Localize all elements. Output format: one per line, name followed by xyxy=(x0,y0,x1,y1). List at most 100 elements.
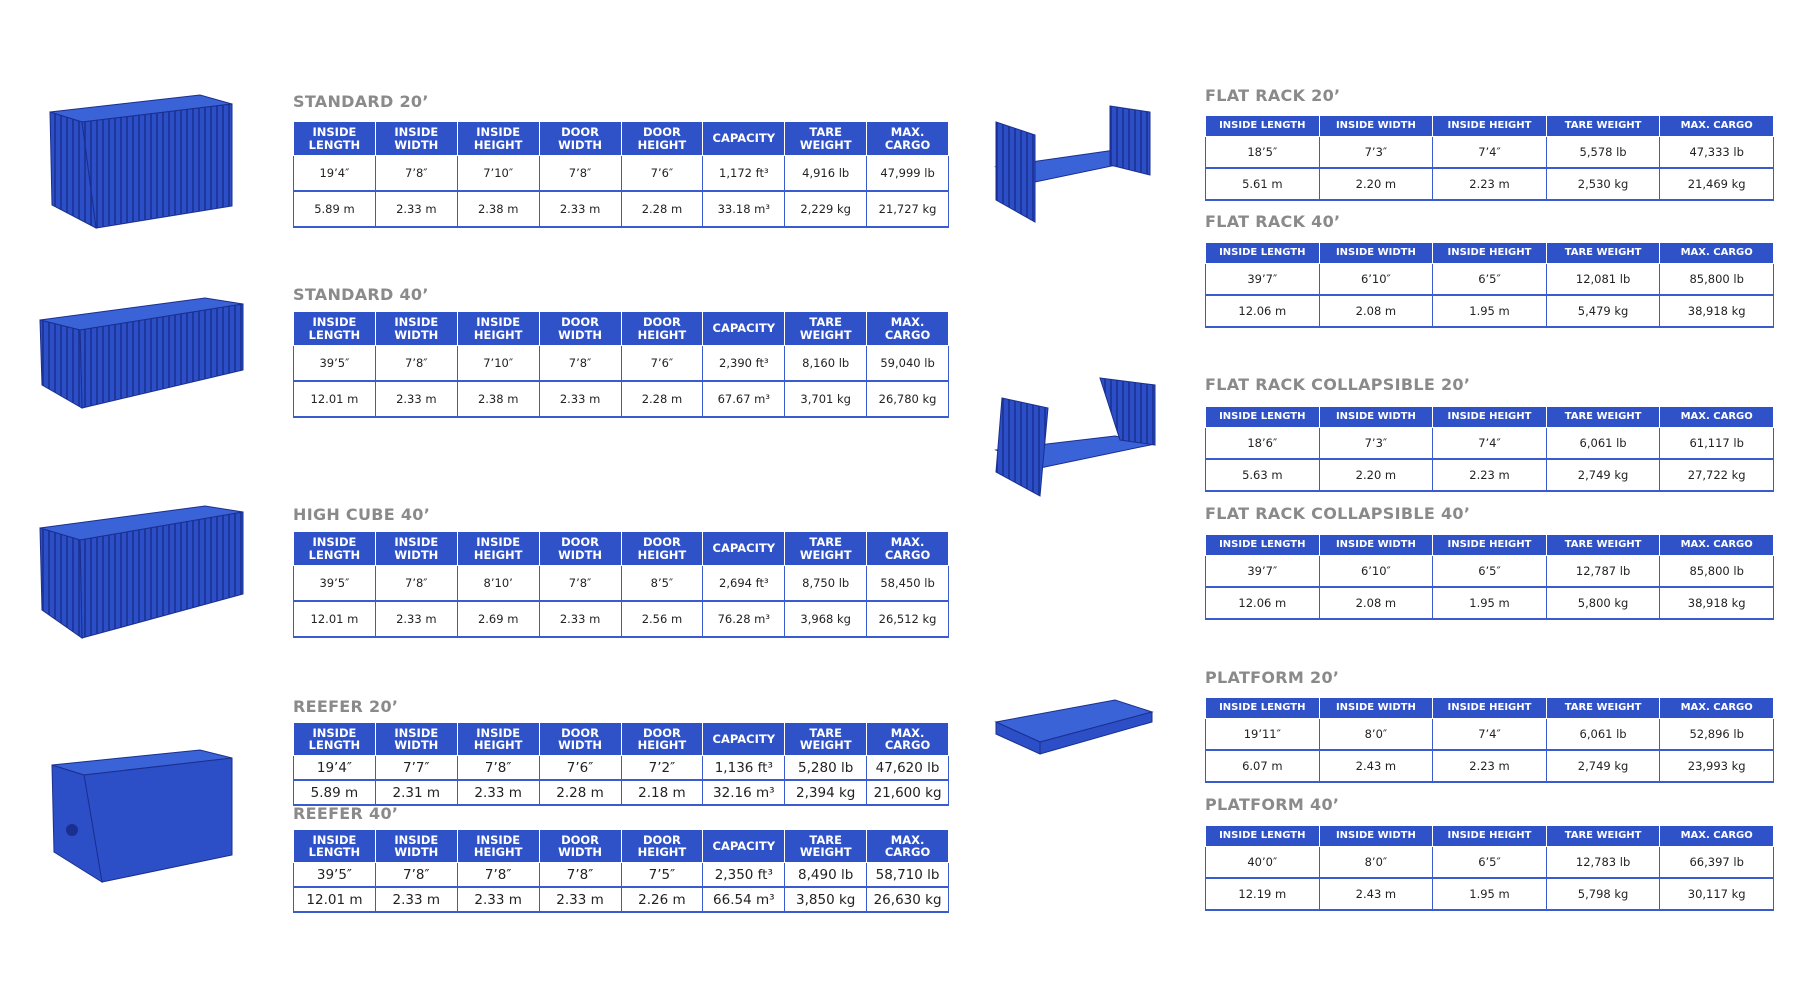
data-row: 40’0″ 8’0″ 6’5″ 12,783 lb 66,397 lb xyxy=(1205,846,1774,879)
column-header: INSIDE LENGTH xyxy=(293,121,376,156)
cell: 2.38 m xyxy=(456,380,540,418)
column-header: MAX. CARGO xyxy=(1659,406,1774,428)
cell: 26,630 kg xyxy=(866,886,949,913)
data-row: 39’5″ 7’8″ 7’8″ 7’8″ 7’5″ 2,350 ft³ 8,490 lb 58… xyxy=(293,862,949,888)
column-header: DOOR WIDTH xyxy=(538,722,622,756)
cell: 19’4″ xyxy=(293,755,376,781)
high-cube-40-container xyxy=(39,505,244,639)
column-header: TARE WEIGHT xyxy=(1545,534,1661,556)
cell: 7’10″ xyxy=(456,155,540,192)
cell: 26,780 kg xyxy=(866,380,949,418)
column-header: DOOR WIDTH xyxy=(538,531,622,566)
column-header: TARE WEIGHT xyxy=(784,829,868,863)
column-header: INSIDE LENGTH xyxy=(293,722,376,756)
cell: 7’8″ xyxy=(456,755,540,781)
spec-table: INSIDE LENGTH INSIDE WIDTH INSIDE HEIGHT TA… xyxy=(1205,534,1774,620)
spec-table: INSIDE LENGTH INSIDE WIDTH INSIDE HEIGHT DO… xyxy=(293,531,949,638)
cell: 6.07 m xyxy=(1205,749,1320,783)
cell: 58,450 lb xyxy=(866,565,949,602)
cell: 1.95 m xyxy=(1432,877,1547,911)
cell: 26,512 kg xyxy=(866,600,949,638)
cell: 2.33 m xyxy=(456,886,540,913)
data-row: 12.06 m 2.08 m 1.95 m 5,800 kg 38,918 kg xyxy=(1205,586,1774,620)
column-header: INSIDE HEIGHT xyxy=(1432,115,1547,137)
cell: 12,081 lb xyxy=(1545,263,1661,296)
cell: 21,469 kg xyxy=(1659,167,1774,201)
cell: 12.19 m xyxy=(1205,877,1320,911)
cell: 7’8″ xyxy=(538,565,622,602)
cell: 18’6″ xyxy=(1205,427,1320,460)
column-header: MAX. CARGO xyxy=(1659,115,1774,137)
column-header: DOOR WIDTH xyxy=(538,121,622,156)
cell: 85,800 lb xyxy=(1659,263,1774,296)
cell: 7’4″ xyxy=(1432,718,1547,751)
column-header: INSIDE WIDTH xyxy=(374,121,458,156)
data-row: 12.01 m 2.33 m 2.69 m 2.33 m 2.56 m 76.28 m³ 3… xyxy=(293,600,949,638)
cell: 27,722 kg xyxy=(1659,458,1774,492)
column-header: INSIDE LENGTH xyxy=(1205,115,1320,137)
cell: 2.23 m xyxy=(1432,167,1547,201)
header-row: INSIDE LENGTH INSIDE WIDTH INSIDE HEIGHT TA… xyxy=(1205,115,1774,137)
header-row: INSIDE LENGTH INSIDE WIDTH INSIDE HEIGHT TA… xyxy=(1205,697,1774,719)
spec-table: INSIDE LENGTH INSIDE WIDTH INSIDE HEIGHT TA… xyxy=(1205,115,1774,201)
cell: 2.28 m xyxy=(620,190,704,228)
table-title: REEFER 20’ xyxy=(293,697,399,716)
column-header: MAX. CARGO xyxy=(866,311,949,346)
platform xyxy=(994,699,1154,755)
column-header: INSIDE WIDTH xyxy=(1318,115,1434,137)
cell: 2,530 kg xyxy=(1545,167,1661,201)
header-row: INSIDE LENGTH INSIDE WIDTH INSIDE HEIGHT DO… xyxy=(293,311,949,346)
cell: 38,918 kg xyxy=(1659,586,1774,620)
table-title: STANDARD 40’ xyxy=(293,285,429,304)
cell: 8’0″ xyxy=(1318,846,1434,879)
cell: 7’8″ xyxy=(538,155,622,192)
data-row: 39’5″ 7’8″ 7’10″ 7’8″ 7’6″ 2,390 ft³ 8,160 lb 5… xyxy=(293,345,949,382)
cell: 7’7″ xyxy=(374,755,458,781)
cell: 23,993 kg xyxy=(1659,749,1774,783)
cell: 2.08 m xyxy=(1318,294,1434,328)
cell: 12,787 lb xyxy=(1545,555,1661,588)
column-header: MAX. CARGO xyxy=(866,121,949,156)
cell: 5,800 kg xyxy=(1545,586,1661,620)
cell: 1,172 ft³ xyxy=(702,155,786,192)
column-header: CAPACITY xyxy=(702,722,786,756)
cell: 12.01 m xyxy=(293,380,376,418)
cell: 6’5″ xyxy=(1432,846,1547,879)
cell: 2.33 m xyxy=(456,779,540,806)
column-header: INSIDE HEIGHT xyxy=(1432,242,1547,264)
cell: 8’5″ xyxy=(620,565,704,602)
column-header: TARE WEIGHT xyxy=(1545,242,1661,264)
cell: 2.33 m xyxy=(538,886,622,913)
cell: 21,727 kg xyxy=(866,190,949,228)
cell: 2.28 m xyxy=(620,380,704,418)
data-row: 5.61 m 2.20 m 2.23 m 2,530 kg 21,469 kg xyxy=(1205,167,1774,201)
cell: 2,749 kg xyxy=(1545,458,1661,492)
data-row: 12.19 m 2.43 m 1.95 m 5,798 kg 30,117 kg xyxy=(1205,877,1774,911)
table-title: REEFER 40’ xyxy=(293,804,399,823)
cell: 6,061 lb xyxy=(1545,718,1661,751)
column-header: DOOR HEIGHT xyxy=(620,531,704,566)
cell: 39’5″ xyxy=(293,862,376,888)
cell: 8,490 lb xyxy=(784,862,868,888)
cell: 39’7″ xyxy=(1205,263,1320,296)
cell: 2.31 m xyxy=(374,779,458,806)
cell: 76.28 m³ xyxy=(702,600,786,638)
column-header: INSIDE WIDTH xyxy=(374,531,458,566)
reefer-container xyxy=(51,749,233,884)
cell: 2.33 m xyxy=(374,190,458,228)
cell: 3,850 kg xyxy=(784,886,868,913)
column-header: INSIDE HEIGHT xyxy=(456,311,540,346)
cell: 1,136 ft³ xyxy=(702,755,786,781)
table-title: FLAT RACK 20’ xyxy=(1205,86,1341,105)
cell: 12.06 m xyxy=(1205,294,1320,328)
cell: 2,394 kg xyxy=(784,779,868,806)
cell: 6’5″ xyxy=(1432,555,1547,588)
column-header: INSIDE HEIGHT xyxy=(456,829,540,863)
cell: 7’3″ xyxy=(1318,427,1434,460)
cell: 21,600 kg xyxy=(866,779,949,806)
column-header: INSIDE HEIGHT xyxy=(456,121,540,156)
cell: 2.56 m xyxy=(620,600,704,638)
column-header: DOOR HEIGHT xyxy=(620,121,704,156)
data-row: 19’4″ 7’7″ 7’8″ 7’6″ 7’2″ 1,136 ft³ 5,280 lb 47… xyxy=(293,755,949,781)
